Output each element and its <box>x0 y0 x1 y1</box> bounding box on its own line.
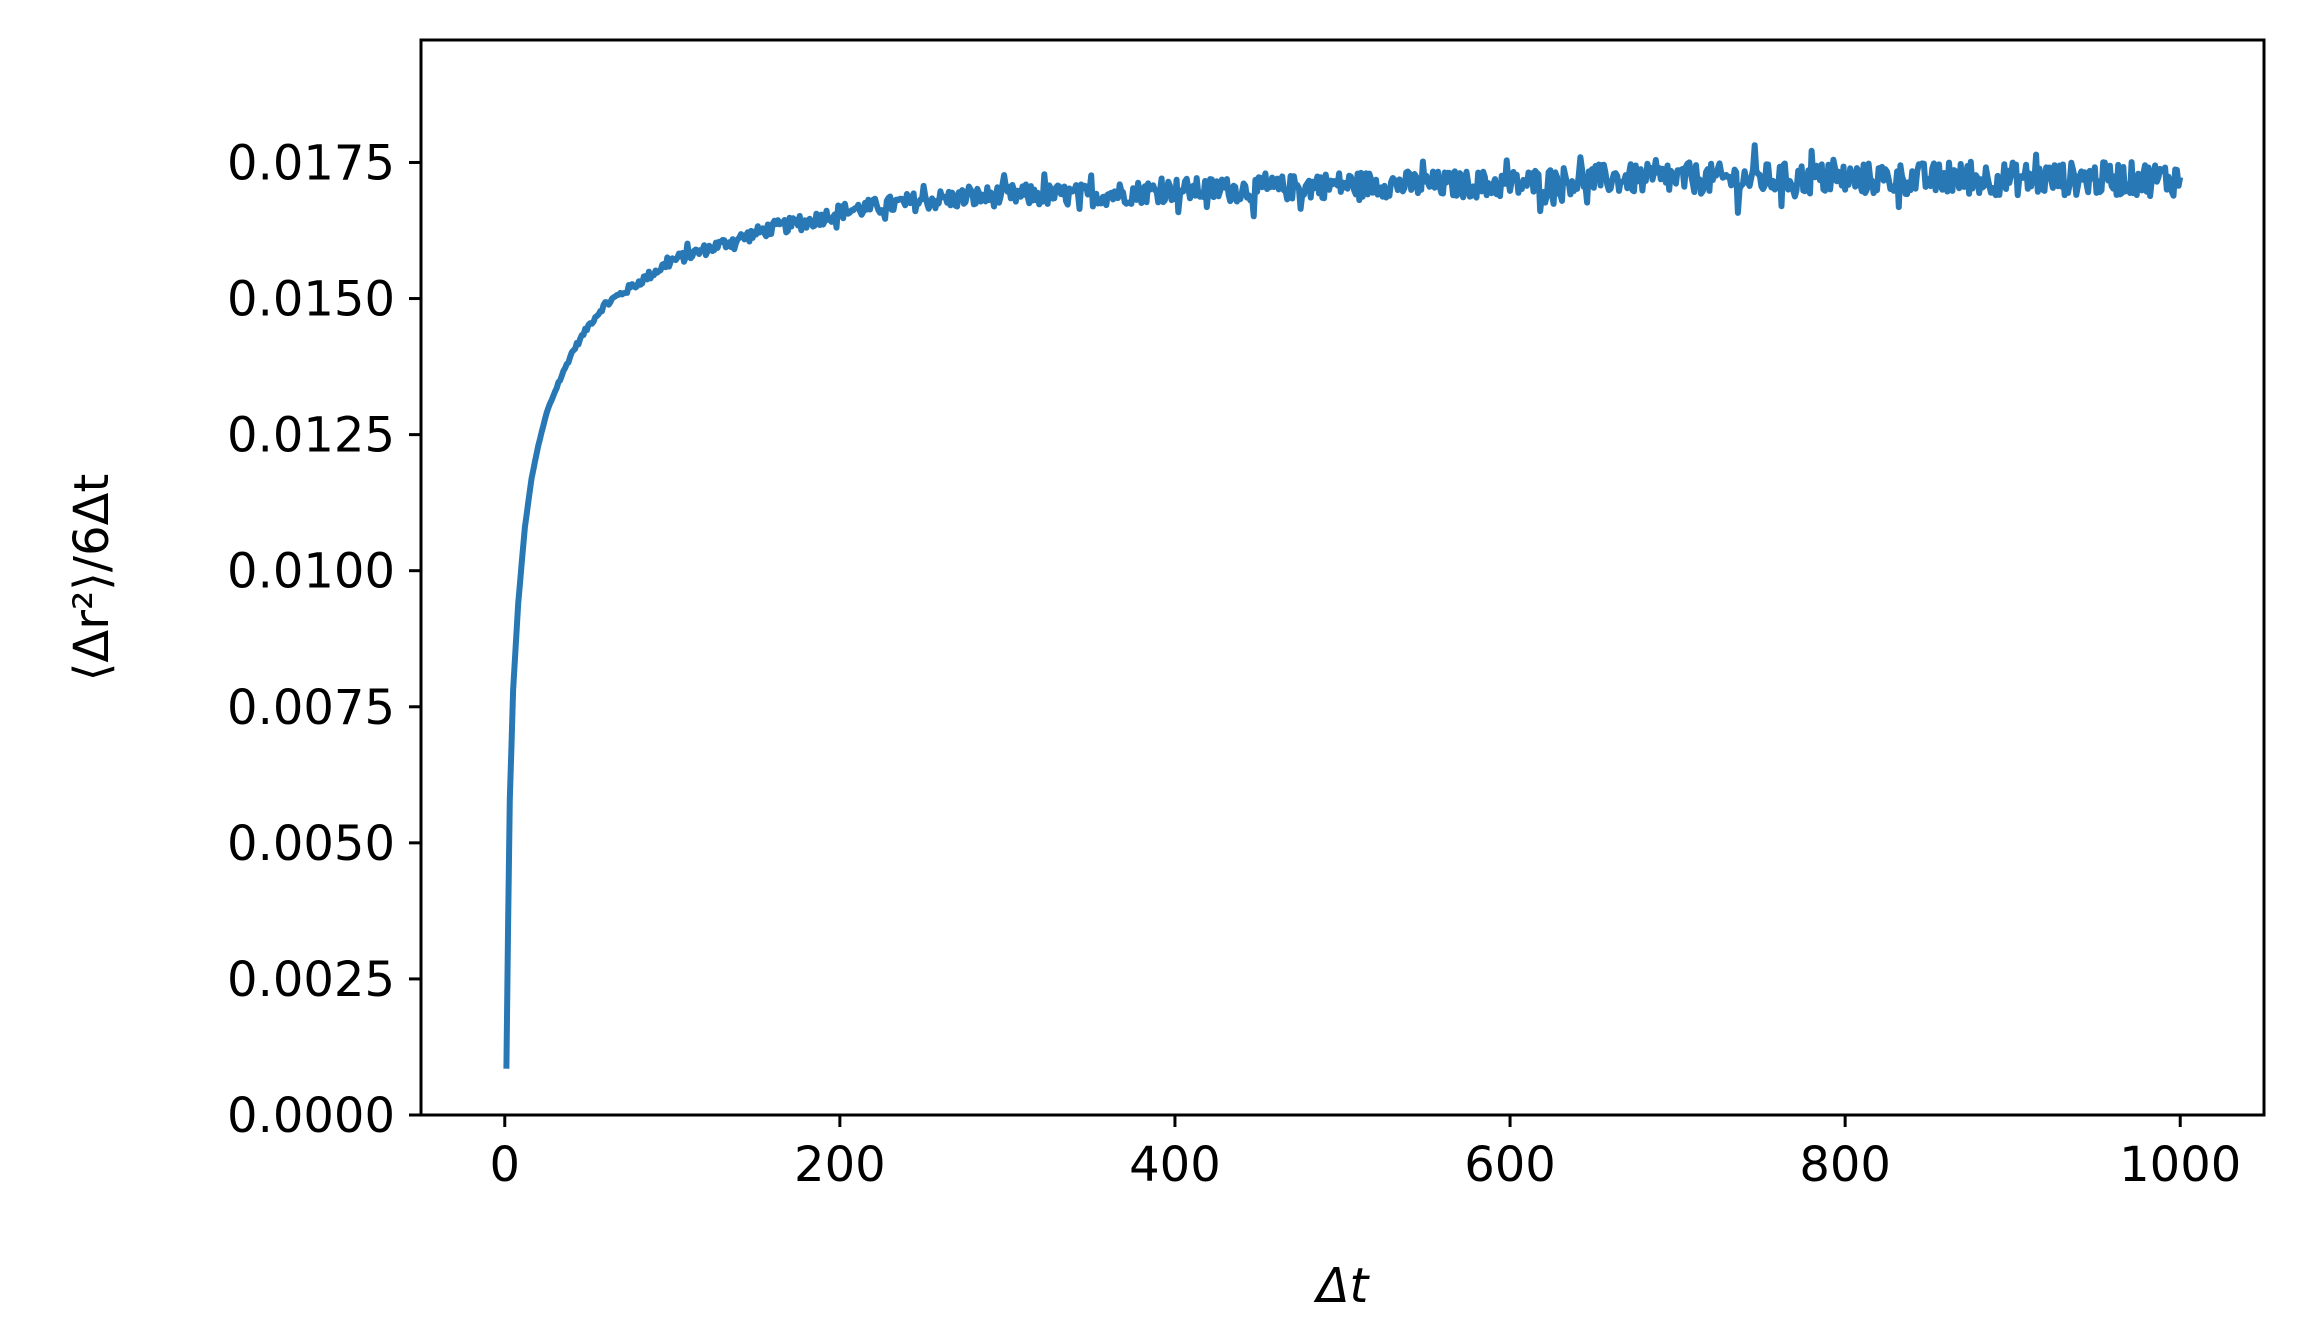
y-tick-label: 0.0150 <box>227 272 395 328</box>
plot-frame <box>419 38 2266 1117</box>
y-tick-label: 0.0025 <box>227 952 395 1008</box>
x-tick-label: 800 <box>1799 1137 1891 1193</box>
y-axis-label: ⟨Δr²⟩/6Δt <box>64 474 120 682</box>
x-tick-label: 400 <box>1129 1137 1221 1193</box>
y-tick-label: 0.0075 <box>227 680 395 736</box>
y-tick-label: 0.0175 <box>227 135 395 191</box>
x-axis-label: Δt <box>1313 1258 1371 1314</box>
x-tick-label: 200 <box>794 1137 886 1193</box>
x-axis-ticks: 0 200 400 600 800 1000 <box>489 1115 2241 1193</box>
y-tick-label: 0.0050 <box>227 816 395 872</box>
x-tick-label: 600 <box>1464 1137 1556 1193</box>
series-layer <box>503 142 2184 1069</box>
y-tick-label: 0.0125 <box>227 408 395 464</box>
y-tick-label: 0.0000 <box>227 1088 395 1144</box>
data-series-line <box>503 142 2184 1069</box>
y-axis-ticks: 0.0000 0.0025 0.0050 0.0075 0.0100 0.0125 0.01… <box>227 135 421 1144</box>
x-tick-label: 1000 <box>2119 1137 2241 1193</box>
y-tick-label: 0.0100 <box>227 544 395 600</box>
x-tick-label: 0 <box>489 1137 520 1193</box>
